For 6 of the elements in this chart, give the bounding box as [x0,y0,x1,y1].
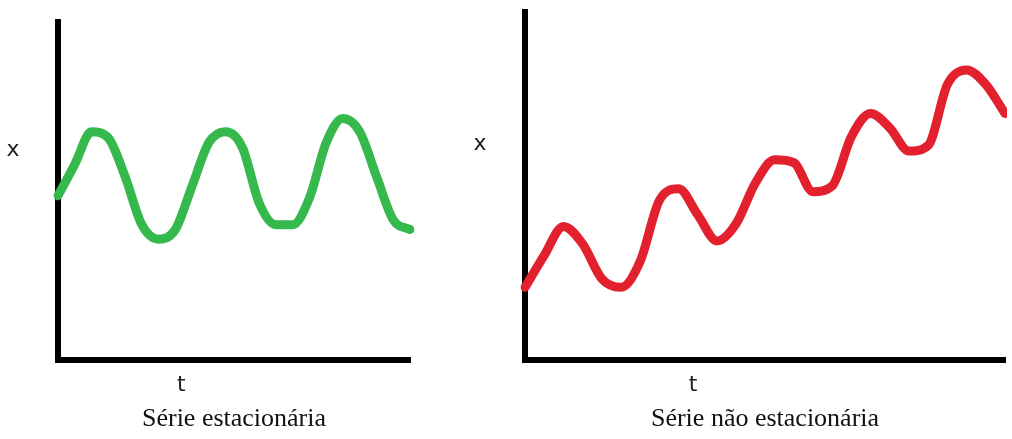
y-axis-title: x [473,129,487,155]
y-axis-title: x [6,136,20,162]
text: Série não estacionária [650,403,880,433]
x-axis-title: t [176,370,186,396]
x-axis-title: t [688,370,698,396]
text: Série estacionária [141,403,327,433]
